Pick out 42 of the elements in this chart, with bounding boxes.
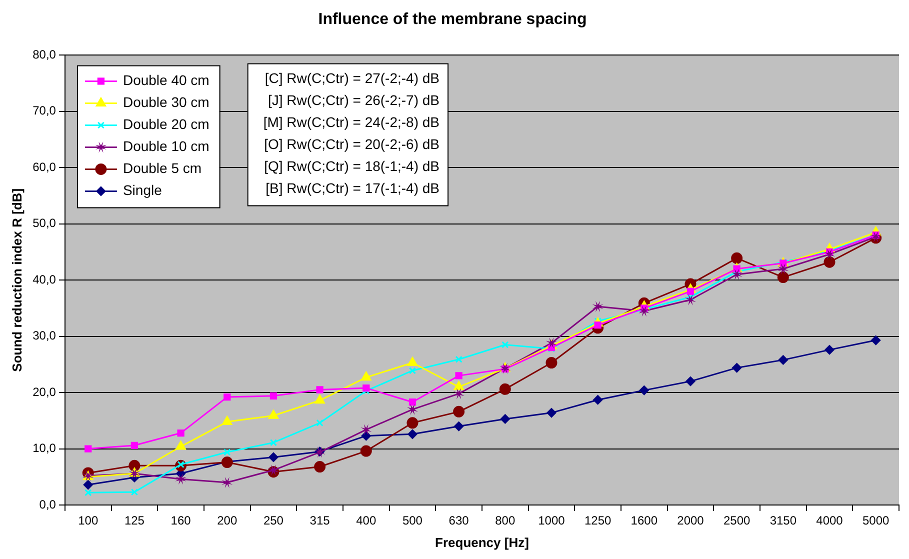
x-tick-label: 125: [124, 514, 145, 528]
annotation: [C] Rw(C;Ctr) = 27(-2;-4) dB: [264, 70, 440, 86]
legend-label: Single: [122, 182, 162, 198]
y-tick-label: 80,0: [32, 48, 56, 62]
x-tick-label: 1000: [538, 514, 566, 528]
x-tick-label: 800: [495, 514, 516, 528]
annotation: [J] Rw(C;Ctr) = 26(-2;-7) dB: [268, 92, 440, 108]
x-tick-label: 4000: [816, 514, 844, 528]
legend-label: Double 5 cm: [122, 160, 202, 176]
y-tick-label: 30,0: [32, 328, 56, 343]
x-tick-label: 1250: [584, 514, 612, 528]
x-tick-label: 400: [356, 514, 376, 528]
y-axis-title: Sound reduction index R [dB]: [9, 188, 24, 372]
x-tick-label: 500: [402, 514, 423, 528]
y-tick-label: 20,0: [32, 384, 56, 399]
x-tick-label: 315: [310, 514, 330, 528]
legend-label: Double 30 cm: [122, 94, 210, 110]
x-tick-label: 630: [448, 514, 470, 528]
annotation: [Q] Rw(C;Ctr) = 18(-1;-4) dB: [264, 158, 440, 174]
legend-label: Double 10 cm: [122, 138, 210, 154]
y-tick-label: 40,0: [32, 272, 56, 286]
x-tick-label: 250: [263, 514, 284, 528]
y-tick-label: 50,0: [32, 216, 56, 230]
annotation: [M] Rw(C;Ctr) = 24(-2;-8) dB: [263, 114, 440, 130]
x-tick-label: 160: [170, 514, 192, 528]
annotation: [O] Rw(C;Ctr) = 20(-2;-6) dB: [264, 136, 440, 152]
x-tick-label: 100: [78, 514, 98, 528]
y-tick-label: 70,0: [32, 104, 56, 118]
y-tick-label: 0,0: [39, 497, 56, 512]
y-tick-label: 60,0: [32, 160, 56, 174]
chart-title: Influence of the membrane spacing: [318, 11, 587, 28]
legend-label: Double 40 cm: [122, 72, 210, 88]
x-axis-title: Frequency [Hz]: [435, 534, 529, 550]
annotation: [B] Rw(C;Ctr) = 17(-1;-4) dB: [266, 180, 440, 196]
x-tick-label: 3150: [770, 514, 797, 528]
x-tick-label: 2000: [677, 514, 704, 528]
x-tick-label: 2500: [723, 514, 750, 528]
x-tick-label: 1600: [630, 514, 658, 528]
y-tick-label: 10,0: [32, 441, 56, 456]
x-tick-label: 5000: [862, 514, 890, 528]
x-tick-label: 200: [217, 514, 238, 528]
legend-label: Double 20 cm: [122, 116, 210, 132]
